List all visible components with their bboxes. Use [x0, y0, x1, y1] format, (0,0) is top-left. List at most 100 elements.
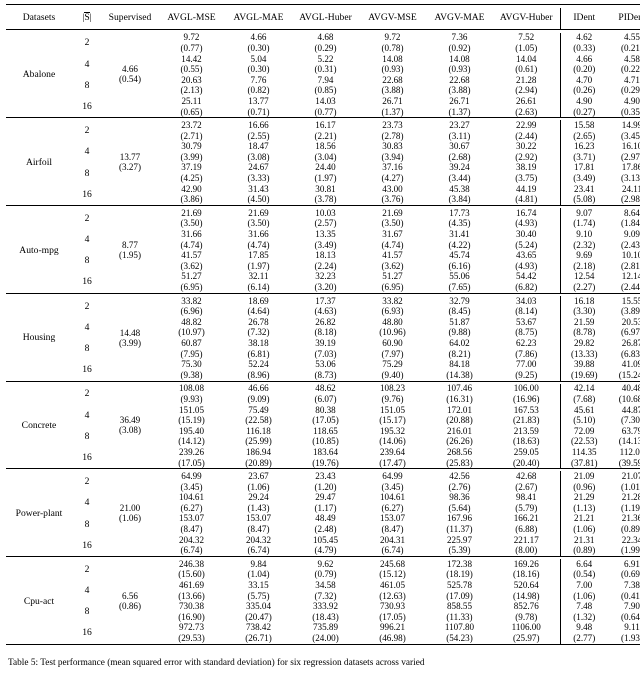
supervised-baseline-cell: 6.56 (0.86): [102, 559, 158, 644]
metric-mean-cell: 41.09: [621, 359, 640, 370]
header-row: Datasets |S| Supervised AVGL-MSE AVGL-MA…: [6, 8, 640, 30]
header-rule: [6, 28, 640, 33]
subset-size-cell: 2: [84, 300, 90, 312]
metric-mean-cell: 22.99: [516, 120, 537, 131]
metric-std-cell: (14.06): [379, 436, 406, 447]
group-rule: [6, 556, 640, 560]
metric-std-cell: (6.83): [621, 348, 640, 359]
metric-mean-cell: 204.32: [178, 534, 204, 545]
metric-mean-cell: 16.23: [559, 141, 608, 153]
metric-mean-cell: 17.86: [621, 162, 640, 173]
metric-std-cell: (3.78): [314, 194, 337, 205]
metric-std-cell: (9.25): [515, 369, 538, 380]
metric-mean-cell: 9.10: [559, 229, 608, 240]
metric-mean-cell: 17.73: [449, 207, 470, 218]
figure-caption: Table 5: Test performance (mean squared …: [8, 657, 425, 668]
metric-mean-cell: 14.08: [382, 53, 403, 64]
metric-std-cell: (4.25): [180, 173, 203, 184]
metric-std-cell: (0.69): [621, 569, 640, 580]
metric-std-cell: (25.99): [245, 436, 272, 447]
metric-std-cell: (37.81): [559, 457, 608, 469]
metric-std-cell: (20.88): [446, 415, 473, 426]
metric-mean-cell: 167.53: [513, 404, 539, 415]
metric-std-cell: (2.92): [515, 151, 538, 162]
table-row-std: (6.95) (6.14) (3.20) (6.95) (7.65) (6.82) (2.2…: [6, 282, 640, 294]
metric-std-cell: (3.84): [448, 194, 471, 205]
metric-std-cell: (8.14): [515, 306, 538, 317]
supervised-baseline-cell: 14.48 (3.99): [102, 296, 158, 381]
metric-mean-cell: 98.36: [449, 492, 470, 503]
metric-std-cell: (18.19): [446, 569, 473, 580]
metric-std-cell: (2.32): [559, 239, 608, 251]
metric-std-cell: (0.89): [559, 545, 608, 557]
metric-std-cell: (6.96): [180, 306, 203, 317]
metric-std-cell: (9.09): [247, 393, 270, 404]
subset-size-cell: 4: [84, 409, 90, 421]
metric-mean-cell: 15.58: [559, 120, 608, 131]
metric-std-cell: (1.06): [559, 524, 608, 535]
supervised-std: (1.95): [119, 249, 141, 260]
metric-mean-cell: 42.68: [516, 471, 537, 482]
metric-mean-cell: 26.87: [621, 337, 640, 348]
metric-std-cell: (8.00): [515, 545, 538, 556]
metric-mean-cell: 21.09: [559, 471, 608, 482]
group-rule: [6, 380, 640, 384]
subset-size-cell: 2: [84, 388, 90, 400]
metric-std-cell: (6.82): [515, 282, 538, 292]
table-row-std: (15.19) (22.58) (17.05) (15.17) (20.88) (21.8…: [6, 415, 640, 426]
metric-mean-cell: 16.18: [559, 295, 608, 307]
metric-mean-cell: 45.61: [559, 404, 608, 416]
metric-mean-cell: 43.00: [382, 183, 403, 194]
metric-std-cell: (5.08): [559, 194, 608, 206]
metric-mean-cell: 107.46: [446, 383, 472, 394]
metric-std-cell: (4.81): [515, 194, 538, 205]
metric-mean-cell: 7.48: [559, 601, 608, 613]
metric-std-cell: (8.75): [515, 327, 538, 338]
metric-std-cell: (3.13): [621, 173, 640, 184]
metric-std-cell: (3.33): [247, 173, 270, 184]
table-row: 16 42.90 31.43 30.81 43.00 45.38 44.19 23.41 24.…: [6, 183, 640, 199]
dataset-name-cell: Cpu-act: [23, 595, 55, 607]
metric-std-cell: (1.93): [621, 633, 640, 643]
metric-mean-cell: 525.78: [446, 580, 472, 591]
metric-mean-cell: 25.11: [181, 95, 202, 106]
metric-std-cell: (0.79): [314, 569, 337, 580]
metric-mean-cell: 45.74: [449, 250, 470, 261]
supervised-baseline-cell: 8.77 (1.95): [102, 208, 158, 293]
metric-mean-cell: 9.62: [317, 558, 334, 569]
metric-mean-cell: 259.05: [513, 446, 539, 457]
metric-std-cell: (3.88): [448, 85, 471, 96]
metric-mean-cell: 22.34: [621, 534, 640, 545]
metric-mean-cell: 186.94: [245, 446, 271, 457]
group-rule: [6, 292, 640, 296]
metric-std-cell: (10.97): [178, 327, 205, 338]
table-row: 4 151.05 75.49 80.38 151.05 172.01 167.53 45.61…: [6, 404, 640, 420]
subset-size-cell: 2: [84, 212, 90, 224]
metric-std-cell: (9.38): [180, 369, 203, 380]
metric-std-cell: (3.45): [180, 481, 203, 492]
metric-mean-cell: 52.24: [248, 359, 269, 370]
metric-mean-cell: 18.69: [248, 295, 269, 306]
metric-std-cell: (16.31): [446, 393, 473, 404]
metric-mean-cell: 38.19: [516, 162, 537, 173]
metric-std-cell: (21.83): [512, 415, 540, 426]
metric-std-cell: (9.88): [448, 327, 471, 338]
metric-mean-cell: 26.82: [315, 316, 336, 327]
metric-mean-cell: 5.04: [250, 53, 267, 64]
table-row-std: (3.99) (3.08) (3.04) (3.94) (2.68) (2.92) (3.7…: [6, 152, 640, 163]
metric-std-cell: (10.85): [312, 436, 339, 447]
metric-std-cell: (0.35): [621, 106, 640, 117]
metric-std-cell: (0.78): [381, 42, 404, 53]
metric-mean-cell: 63.79: [621, 425, 640, 436]
metric-std-cell: (3.76): [381, 194, 404, 205]
metric-mean-cell: 64.02: [449, 337, 470, 348]
metric-mean-cell: 44.19: [516, 183, 537, 194]
metric-mean-cell: 26.71: [382, 95, 403, 106]
metric-std-cell: (0.77): [180, 42, 203, 53]
metric-mean-cell: 730.38: [178, 601, 204, 612]
subset-size-cell: 8: [84, 518, 90, 530]
metric-std-cell: (4.63): [314, 306, 337, 317]
metric-std-cell: (4.50): [247, 194, 270, 205]
metric-std-cell: (4.22): [448, 239, 471, 250]
subset-size-cell: 16: [82, 276, 92, 288]
